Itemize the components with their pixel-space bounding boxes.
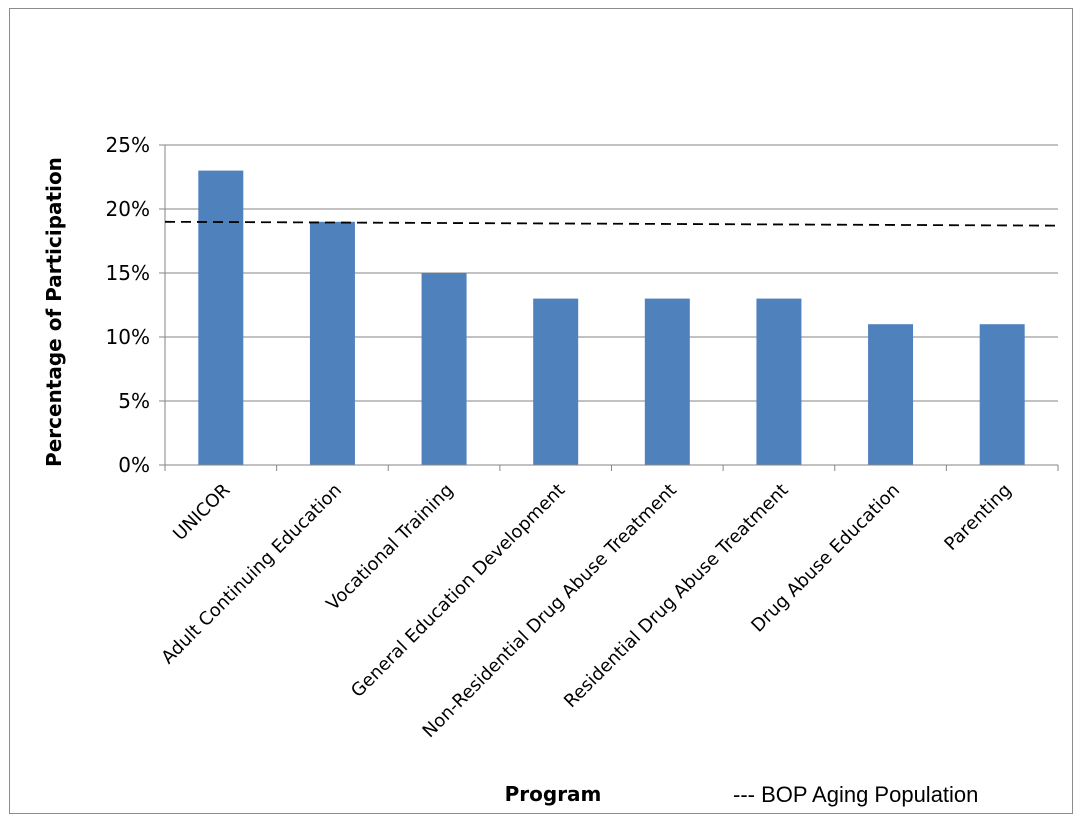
x-tick-label: Non-Residential Drug Abuse Treatment (419, 480, 681, 742)
x-tick-label: General Education Development (347, 480, 569, 702)
y-tick-labels: 0% 5% 10% 15% 20% 25% (106, 133, 150, 477)
bar (533, 298, 579, 465)
bar (979, 324, 1025, 465)
x-tick-label: Parenting (940, 480, 1015, 555)
gridlines (159, 144, 1058, 466)
y-tick-label: 5% (118, 389, 150, 413)
y-tick-label: 15% (106, 261, 150, 285)
bar (756, 298, 802, 465)
y-tick-label: 25% (106, 133, 150, 157)
bar (644, 298, 690, 465)
reference-line (164, 220, 1059, 227)
reference-line-layer (164, 220, 1059, 227)
bar (421, 273, 467, 465)
y-tick-label: 20% (106, 197, 150, 221)
axes (164, 145, 1059, 471)
y-axis-title: Percentage of Participation (42, 157, 66, 467)
legend-reference-line: --- BOP Aging Population (733, 782, 978, 807)
x-tick-label: Vocational Training (322, 480, 457, 615)
x-tick-label: Adult Continuing Education (157, 480, 346, 669)
y-tick-label: 0% (118, 453, 150, 477)
bars (198, 170, 1025, 465)
x-tick-label: Residential Drug Abuse Treatment (560, 480, 792, 712)
y-tick-label: 10% (106, 325, 150, 349)
x-tick-label: UNICOR (169, 480, 234, 545)
x-axis-title: Program (505, 782, 602, 806)
bar (198, 170, 244, 465)
bar (309, 221, 355, 465)
bar (868, 324, 914, 465)
